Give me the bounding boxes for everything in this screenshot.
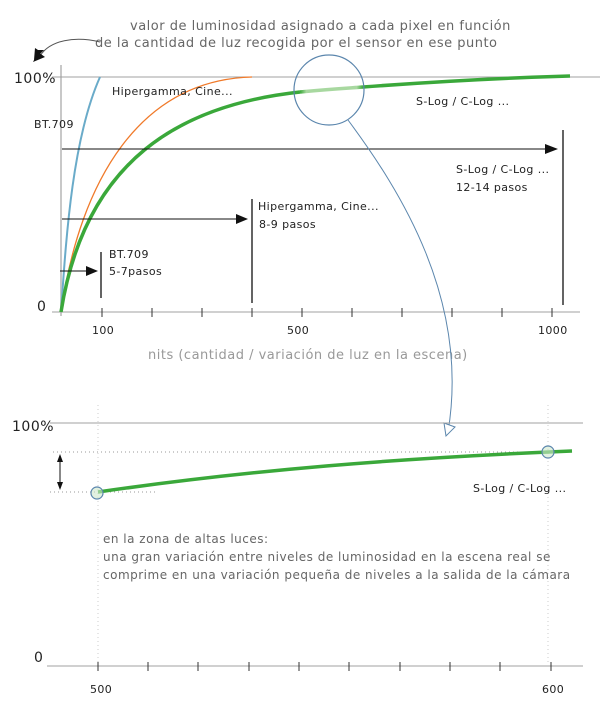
range-slog-name: S-Log / C-Log ... xyxy=(456,163,549,176)
bottom-y-max-label: 100% xyxy=(12,419,54,435)
top-chart: 100% 0 100 500 1000 nits (cantidad / var… xyxy=(14,54,600,438)
caption-line-1: valor de luminosidad asignado a cada pix… xyxy=(130,19,511,34)
bottom-curve-label: S-Log / C-Log ... xyxy=(473,482,566,495)
range-hipergamma: Hipergamma, Cine... 8-9 pasos xyxy=(62,199,379,303)
note-line-3: comprime en una variación pequeña de niv… xyxy=(103,568,571,582)
range-bt709: BT.709 5-7pasos xyxy=(60,248,162,298)
double-arrow-icon xyxy=(57,454,63,490)
bottom-curve-slog xyxy=(97,449,573,494)
top-y-max-label: 100% xyxy=(14,71,56,87)
range-slog: S-Log / C-Log ... 12-14 pasos xyxy=(62,130,564,305)
caption: valor de luminosidad asignado a cada pix… xyxy=(95,19,511,51)
connector-arrow-icon xyxy=(443,422,456,438)
top-x-tick-100: 100 xyxy=(92,324,114,337)
range-slog-steps: 12-14 pasos xyxy=(456,181,528,194)
range-bt709-name: BT.709 xyxy=(109,248,149,261)
top-y-min-label: 0 xyxy=(37,299,46,315)
label-slog: S-Log / C-Log ... xyxy=(416,95,509,108)
magnifier-circle xyxy=(293,54,365,126)
range-hipergamma-name: Hipergamma, Cine... xyxy=(258,200,379,213)
label-bt709: BT.709 xyxy=(34,118,74,131)
bottom-y-min-label: 0 xyxy=(34,650,43,666)
note-line-1: en la zona de altas luces: xyxy=(103,532,269,546)
top-x-tick-1000: 1000 xyxy=(538,324,568,337)
curve-slog xyxy=(59,90,301,313)
bottom-x-tick-500: 500 xyxy=(90,683,112,696)
curve-slog-magnified xyxy=(299,85,364,94)
magnifier-connector xyxy=(347,119,453,433)
range-hipergamma-steps: 8-9 pasos xyxy=(259,218,316,231)
top-x-ticks xyxy=(101,308,553,317)
bottom-x-ticks xyxy=(97,662,552,671)
note-line-2: una gran variación entre niveles de lumi… xyxy=(103,550,551,564)
caption-line-2: de la cantidad de luz recogida por el se… xyxy=(95,36,498,51)
point-600 xyxy=(541,445,555,459)
curve-bt709 xyxy=(60,76,101,313)
caption-arrow-icon xyxy=(33,38,101,62)
curve-hipergamma xyxy=(60,76,253,313)
bottom-x-tick-600: 600 xyxy=(542,683,564,696)
range-bt709-steps: 5-7pasos xyxy=(109,265,162,278)
top-x-axis-label: nits (cantidad / variación de luz en la … xyxy=(148,348,468,363)
top-x-tick-500: 500 xyxy=(287,324,309,337)
point-500 xyxy=(90,486,104,500)
bottom-chart: 100% S-Log / C-Log ... en la zona de alt… xyxy=(12,405,583,696)
label-hipergamma: Hipergamma, Cine... xyxy=(112,85,233,98)
curve-slog-tail xyxy=(362,74,571,89)
